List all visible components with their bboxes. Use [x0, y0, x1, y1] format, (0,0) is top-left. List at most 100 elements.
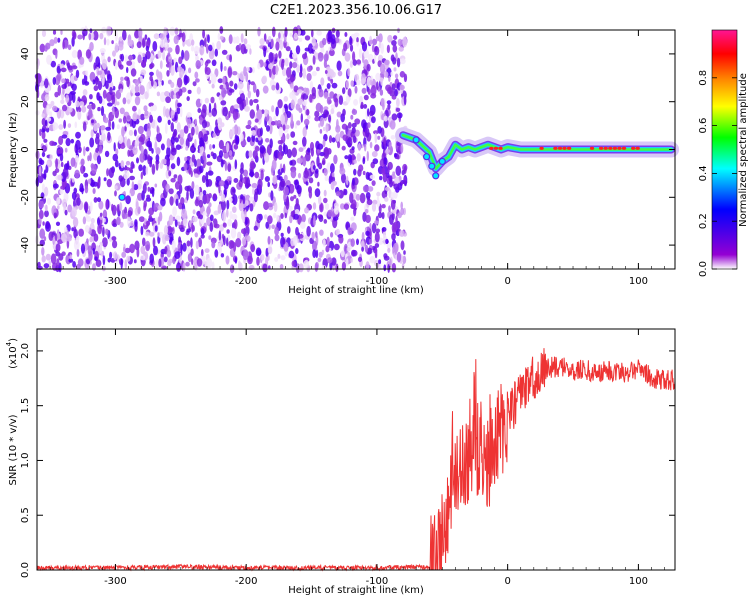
spectral-noise-blob: [140, 94, 145, 100]
spectral-noise-blob: [200, 108, 207, 119]
spectral-noise-blob: [270, 38, 274, 48]
spectral-noise-blob: [170, 81, 175, 88]
spectral-noise-blob: [153, 33, 160, 40]
spectral-noise-blob: [108, 167, 115, 179]
spectral-noise-blob: [99, 244, 103, 255]
spectral-noise-blob: [245, 124, 252, 130]
spectral-noise-blob: [49, 39, 55, 47]
spectral-noise-blob: [246, 136, 251, 143]
spectral-noise-blob: [45, 127, 50, 133]
spectral-noise-blob: [343, 243, 349, 254]
spectral-noise-blob: [46, 197, 52, 205]
spectral-noise-blob: [361, 41, 368, 52]
spectral-noise-blob: [75, 100, 80, 108]
spectral-noise-blob: [379, 175, 383, 181]
spectral-noise-blob: [323, 106, 329, 111]
spectral-noise-blob: [386, 44, 390, 54]
spectral-noise-blob: [403, 95, 407, 106]
spectral-noise-blob: [316, 155, 320, 167]
spectral-noise-blob: [202, 29, 206, 39]
spectral-noise-blob: [194, 184, 200, 196]
spectral-noise-blob: [138, 27, 143, 39]
spectral-noise-blob: [53, 36, 58, 44]
spectral-noise-blob: [393, 183, 400, 190]
spectral-noise-blob: [76, 197, 81, 206]
spectral-noise-blob: [396, 154, 400, 160]
spectral-noise-blob: [85, 49, 92, 59]
spectral-noise-blob: [266, 125, 270, 132]
spectral-noise-blob: [204, 37, 207, 48]
spectrogram-noise: [34, 25, 408, 274]
colorbar-tick-label: 0.0: [698, 261, 709, 277]
spectral-noise-blob: [38, 218, 42, 225]
spectral-noise-blob: [127, 149, 131, 157]
spectral-noise-blob: [221, 49, 228, 55]
spectral-noise-blob: [286, 148, 292, 159]
spectral-noise-blob: [364, 209, 369, 214]
spectral-noise-blob: [219, 224, 224, 232]
spectral-noise-blob: [200, 234, 205, 239]
spectral-noise-blob: [351, 109, 358, 115]
snr-scale-close: ): [8, 338, 19, 342]
spectral-noise-blob: [149, 71, 154, 76]
x-tick-label: -200: [235, 276, 258, 287]
spectral-noise-blob: [230, 186, 236, 196]
spectrogram-x-label: Height of straight line (km): [288, 285, 424, 296]
spectral-noise-blob: [122, 97, 127, 105]
spectral-noise-blob: [181, 49, 185, 60]
spectral-noise-blob: [379, 63, 386, 75]
spectral-noise-blob: [145, 166, 149, 175]
spectral-noise-blob: [38, 209, 44, 220]
spectral-noise-blob: [392, 221, 399, 232]
spectral-noise-blob: [112, 223, 118, 228]
spectral-noise-blob: [138, 216, 145, 223]
spectral-noise-blob: [38, 165, 42, 177]
signal-max-spot: [589, 146, 595, 150]
svg-text:(x104): (x104): [5, 338, 19, 369]
spectral-noise-blob: [381, 204, 386, 209]
spectral-noise-blob: [366, 196, 371, 201]
spectral-noise-blob: [351, 146, 355, 151]
spectral-noise-blob: [255, 137, 259, 143]
spectral-noise-blob: [221, 193, 226, 202]
colorbar-tick-label: 0.8: [698, 70, 709, 86]
spectral-noise-blob: [369, 174, 376, 180]
spectral-noise-blob: [158, 258, 162, 268]
spectral-noise-blob: [98, 145, 103, 154]
y-tick-label: 1.0: [20, 453, 31, 469]
spectral-noise-blob: [274, 53, 278, 60]
spectral-noise-blob: [215, 127, 220, 137]
spectral-noise-blob: [242, 169, 249, 177]
x-tick-label: -300: [104, 276, 127, 287]
spectral-noise-blob: [284, 105, 289, 114]
spectral-noise-blob: [307, 147, 311, 153]
spectral-noise-blob: [169, 26, 176, 36]
spectral-noise-blob: [333, 243, 340, 251]
spectral-noise-blob: [165, 96, 172, 104]
spectral-noise-blob: [391, 40, 397, 46]
spectral-noise-blob: [256, 256, 260, 266]
spectral-noise-blob: [134, 219, 138, 227]
spectral-noise-blob: [186, 96, 190, 102]
spectral-noise-blob: [265, 221, 270, 229]
spectral-noise-blob: [367, 122, 371, 129]
spectral-noise-blob: [173, 94, 177, 99]
spectral-noise-blob: [157, 204, 163, 211]
spectral-noise-blob: [226, 199, 230, 210]
spectral-noise-blob: [41, 145, 47, 153]
spectral-noise-blob: [109, 86, 113, 96]
spectral-noise-blob: [71, 178, 75, 183]
spectral-noise-blob: [351, 122, 357, 128]
spectral-noise-blob: [170, 136, 175, 145]
spectral-noise-blob: [145, 240, 151, 252]
spectral-noise-blob: [182, 218, 188, 224]
spectral-noise-blob: [390, 199, 396, 210]
signal-max-spot: [598, 146, 604, 150]
spectral-noise-blob: [371, 203, 377, 212]
spectral-noise-blob: [93, 197, 98, 203]
spectral-noise-blob: [232, 206, 237, 214]
spectral-noise-blob: [245, 150, 250, 159]
spectral-noise-blob: [46, 54, 52, 65]
spectral-noise-blob: [271, 84, 276, 91]
spectral-noise-blob: [77, 109, 82, 120]
